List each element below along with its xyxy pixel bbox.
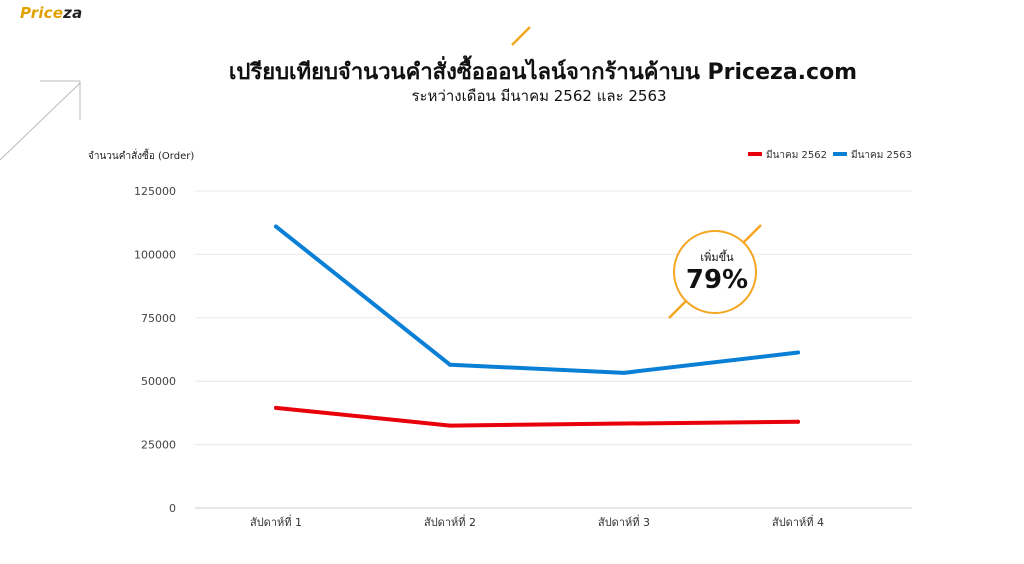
legend-swatch-1 xyxy=(748,152,762,156)
y-tick-5: 125000 xyxy=(134,185,176,198)
legend-label-1: มีนาคม 2562 xyxy=(766,149,827,161)
increase-badge: เพิ่มขึ้น79% xyxy=(668,224,762,319)
data-point-2-1 xyxy=(274,224,278,229)
data-point-1-3 xyxy=(622,421,626,426)
y-axis-label: จำนวนคำสั่งซื้อ (Order) xyxy=(88,148,194,162)
y-tick-0: 0 xyxy=(169,502,176,515)
data-point-1-1 xyxy=(274,405,278,410)
x-tick-1: สัปดาห์ที่ 1 xyxy=(250,514,302,529)
legend-swatch-2 xyxy=(833,152,847,156)
badge-tick-lower xyxy=(668,298,689,319)
badge-tick-upper xyxy=(741,224,762,245)
badge-circle xyxy=(673,230,757,314)
y-tick-labels: 0 25000 50000 75000 100000 125000 xyxy=(134,185,176,515)
decorative-lines xyxy=(0,26,531,161)
data-point-1-2 xyxy=(448,423,452,428)
data-point-2-3 xyxy=(622,370,626,375)
series-line-1 xyxy=(274,405,800,428)
series-lines xyxy=(274,224,800,428)
chart-subtitle: ระหว่างเดือน มีนาคม 2562 และ 2563 xyxy=(411,87,667,105)
y-tick-2: 50000 xyxy=(141,375,176,388)
y-tick-3: 75000 xyxy=(141,312,176,325)
y-tick-1: 25000 xyxy=(141,439,176,452)
badge-value: 79% xyxy=(686,265,748,295)
x-tick-4: สัปดาห์ที่ 4 xyxy=(772,514,824,529)
series-line-2 xyxy=(274,224,800,375)
data-point-1-4 xyxy=(796,419,800,424)
y-tick-4: 100000 xyxy=(134,248,176,261)
legend-label-2: มีนาคม 2563 xyxy=(851,149,912,161)
legend: มีนาคม 2562 มีนาคม 2563 xyxy=(748,149,912,161)
priceza-logo: Priceza xyxy=(20,4,83,22)
x-tick-2: สัปดาห์ที่ 2 xyxy=(424,514,476,529)
data-point-2-4 xyxy=(796,350,800,355)
x-tick-labels: สัปดาห์ที่ 1 สัปดาห์ที่ 2 สัปดาห์ที่ 3 สัปด… xyxy=(250,514,824,529)
chart-title: เปรียบเทียบจำนวนคำสั่งซื้อออนไลน์จากร้าน… xyxy=(228,60,858,85)
data-point-2-2 xyxy=(448,362,452,367)
badge-label: เพิ่มขึ้น xyxy=(700,249,734,264)
x-tick-3: สัปดาห์ที่ 3 xyxy=(598,514,650,529)
gridlines xyxy=(195,190,912,509)
